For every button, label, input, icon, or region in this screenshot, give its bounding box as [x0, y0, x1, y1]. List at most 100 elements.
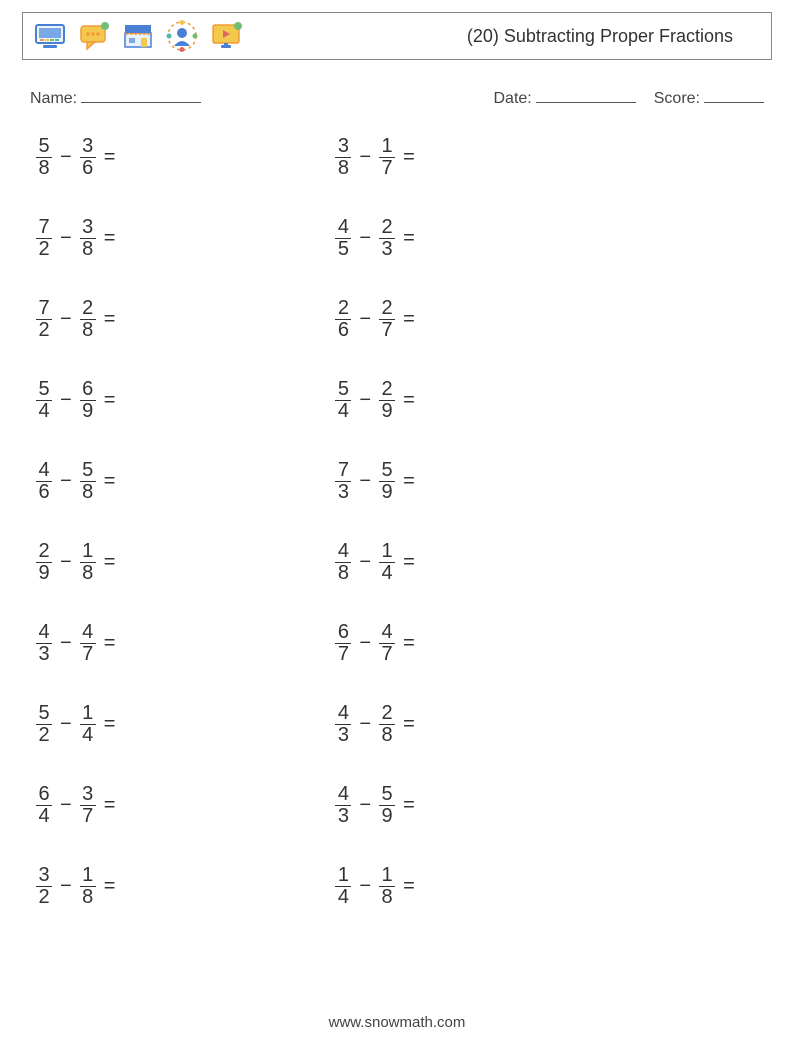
fraction-b: 29: [379, 379, 395, 423]
fraction-b: 18: [80, 865, 96, 909]
denominator: 7: [380, 320, 395, 342]
fraction-b: 36: [80, 136, 96, 180]
minus-operator: −: [60, 551, 72, 574]
fraction-b: 28: [80, 298, 96, 342]
equals-sign: =: [104, 470, 116, 493]
numerator: 1: [380, 136, 395, 158]
fraction-b: 18: [379, 865, 395, 909]
date-blank[interactable]: [536, 86, 636, 103]
header-box: (20) Subtracting Proper Fractions: [22, 12, 772, 60]
worksheet-title: (20) Subtracting Proper Fractions: [467, 26, 761, 47]
chat-icon: [77, 19, 111, 53]
numerator: 4: [80, 622, 95, 644]
numerator: 4: [336, 703, 351, 725]
minus-operator: −: [60, 227, 72, 250]
equals-sign: =: [403, 389, 415, 412]
problem: 43−47=: [36, 622, 115, 666]
fraction-a: 43: [335, 703, 351, 747]
denominator: 8: [80, 239, 95, 261]
problem: 67−47=: [335, 622, 414, 666]
numerator: 2: [380, 379, 395, 401]
problem: 54−29=: [335, 379, 414, 423]
denominator: 6: [80, 158, 95, 180]
numerator: 4: [380, 622, 395, 644]
minus-operator: −: [60, 875, 72, 898]
problem-column: 38−17=45−23=26−27=54−29=73−59=48−14=67−4…: [335, 136, 414, 909]
fraction-a: 48: [335, 541, 351, 585]
denominator: 8: [380, 887, 395, 909]
fraction-a: 73: [335, 460, 351, 504]
fraction-a: 72: [36, 298, 52, 342]
numerator: 7: [36, 217, 51, 239]
minus-operator: −: [359, 632, 371, 655]
date-field: Date:: [494, 86, 636, 108]
fraction-a: 54: [335, 379, 351, 423]
score-blank[interactable]: [704, 86, 764, 103]
fraction-a: 26: [335, 298, 351, 342]
equals-sign: =: [403, 551, 415, 574]
denominator: 7: [80, 806, 95, 828]
denominator: 3: [336, 806, 351, 828]
denominator: 9: [380, 482, 395, 504]
fraction-a: 58: [36, 136, 52, 180]
minus-operator: −: [60, 632, 72, 655]
numerator: 3: [36, 865, 51, 887]
problem: 48−14=: [335, 541, 414, 585]
problem: 43−59=: [335, 784, 414, 828]
problem: 72−28 =: [36, 298, 115, 342]
denominator: 7: [80, 644, 95, 666]
minus-operator: −: [60, 308, 72, 331]
fraction-a: 43: [335, 784, 351, 828]
fraction-b: 59: [379, 460, 395, 504]
shop-icon: [121, 19, 155, 53]
denominator: 8: [336, 158, 351, 180]
numerator: 2: [380, 703, 395, 725]
minus-operator: −: [359, 308, 371, 331]
fraction-b: 28: [379, 703, 395, 747]
problem: 38−17=: [335, 136, 414, 180]
numerator: 6: [80, 379, 95, 401]
date-label: Date:: [494, 90, 532, 108]
fraction-b: 17: [379, 136, 395, 180]
numerator: 5: [80, 460, 95, 482]
fraction-a: 14: [335, 865, 351, 909]
equals-sign: =: [403, 308, 415, 331]
denominator: 4: [36, 806, 51, 828]
equals-sign: =: [104, 551, 116, 574]
problem: 32−18=: [36, 865, 115, 909]
minus-operator: −: [359, 794, 371, 817]
equals-sign: =: [403, 875, 415, 898]
numerator: 2: [380, 217, 395, 239]
numerator: 4: [36, 622, 51, 644]
denominator: 8: [36, 158, 51, 180]
fraction-b: 58: [80, 460, 96, 504]
denominator: 4: [336, 401, 351, 423]
problem: 43−28=: [335, 703, 414, 747]
numerator: 2: [36, 541, 51, 563]
denominator: 2: [36, 320, 51, 342]
fraction-b: 37: [80, 784, 96, 828]
numerator: 1: [80, 541, 95, 563]
numerator: 3: [80, 784, 95, 806]
minus-operator: −: [359, 875, 371, 898]
fraction-b: 69: [80, 379, 96, 423]
fraction-b: 18: [80, 541, 96, 585]
minus-operator: −: [359, 470, 371, 493]
equals-sign: =: [104, 146, 116, 169]
problem: 64−37=: [36, 784, 115, 828]
numerator: 7: [36, 298, 51, 320]
equals-sign: =: [104, 308, 116, 331]
numerator: 5: [36, 136, 51, 158]
fraction-a: 45: [335, 217, 351, 261]
footer-url: www.snowmath.com: [0, 1014, 794, 1031]
name-blank[interactable]: [81, 86, 201, 103]
denominator: 3: [336, 725, 351, 747]
minus-operator: −: [60, 389, 72, 412]
header-icons: [33, 19, 243, 53]
problem: 54−69=: [36, 379, 115, 423]
problem: 72−38=: [36, 217, 115, 261]
fraction-b: 27: [379, 298, 395, 342]
minus-operator: −: [359, 713, 371, 736]
equals-sign: =: [104, 632, 116, 655]
numerator: 5: [36, 379, 51, 401]
